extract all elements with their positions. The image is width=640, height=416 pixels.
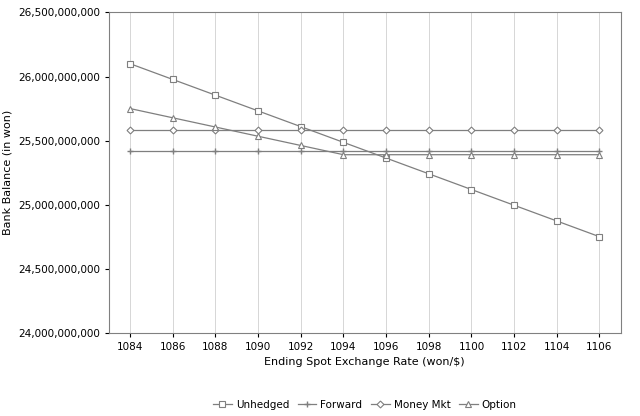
Money Mkt — [382, 127, 390, 132]
Unhedged — [468, 187, 476, 192]
Option — [254, 134, 262, 139]
Forward — [425, 149, 433, 154]
Option — [340, 152, 348, 157]
Money Mkt — [126, 127, 134, 132]
Unhedged — [382, 156, 390, 161]
Unhedged — [425, 171, 433, 176]
Forward — [126, 149, 134, 154]
Option — [382, 152, 390, 157]
Money Mkt — [596, 127, 604, 132]
Money Mkt — [297, 127, 305, 132]
Money Mkt — [468, 127, 476, 132]
Forward — [596, 149, 604, 154]
Money Mkt — [254, 127, 262, 132]
Forward — [340, 149, 348, 154]
Line: Money Mkt: Money Mkt — [128, 127, 602, 132]
Line: Forward: Forward — [127, 148, 603, 155]
Forward — [553, 149, 561, 154]
Unhedged — [212, 93, 220, 98]
Money Mkt — [169, 127, 177, 132]
Option — [553, 152, 561, 157]
Money Mkt — [553, 127, 561, 132]
Y-axis label: Bank Balance (in won): Bank Balance (in won) — [2, 110, 12, 235]
Option — [297, 143, 305, 148]
Unhedged — [254, 109, 262, 114]
Unhedged — [340, 140, 348, 145]
Forward — [468, 149, 476, 154]
Option — [425, 152, 433, 157]
Forward — [510, 149, 518, 154]
Money Mkt — [425, 127, 433, 132]
Line: Option: Option — [127, 106, 602, 158]
Option — [596, 152, 604, 157]
Legend: Unhedged, Forward, Money Mkt, Option: Unhedged, Forward, Money Mkt, Option — [209, 396, 521, 414]
Forward — [297, 149, 305, 154]
Option — [169, 115, 177, 120]
Unhedged — [126, 61, 134, 66]
Option — [126, 106, 134, 111]
Option — [468, 152, 476, 157]
Option — [510, 152, 518, 157]
Money Mkt — [340, 127, 348, 132]
X-axis label: Ending Spot Exchange Rate (won/$): Ending Spot Exchange Rate (won/$) — [264, 357, 465, 367]
Money Mkt — [510, 127, 518, 132]
Unhedged — [169, 77, 177, 82]
Unhedged — [510, 203, 518, 208]
Line: Unhedged: Unhedged — [127, 61, 602, 240]
Unhedged — [553, 218, 561, 223]
Forward — [169, 149, 177, 154]
Option — [212, 124, 220, 129]
Unhedged — [596, 234, 604, 239]
Unhedged — [297, 124, 305, 129]
Money Mkt — [212, 127, 220, 132]
Forward — [254, 149, 262, 154]
Forward — [212, 149, 220, 154]
Forward — [382, 149, 390, 154]
